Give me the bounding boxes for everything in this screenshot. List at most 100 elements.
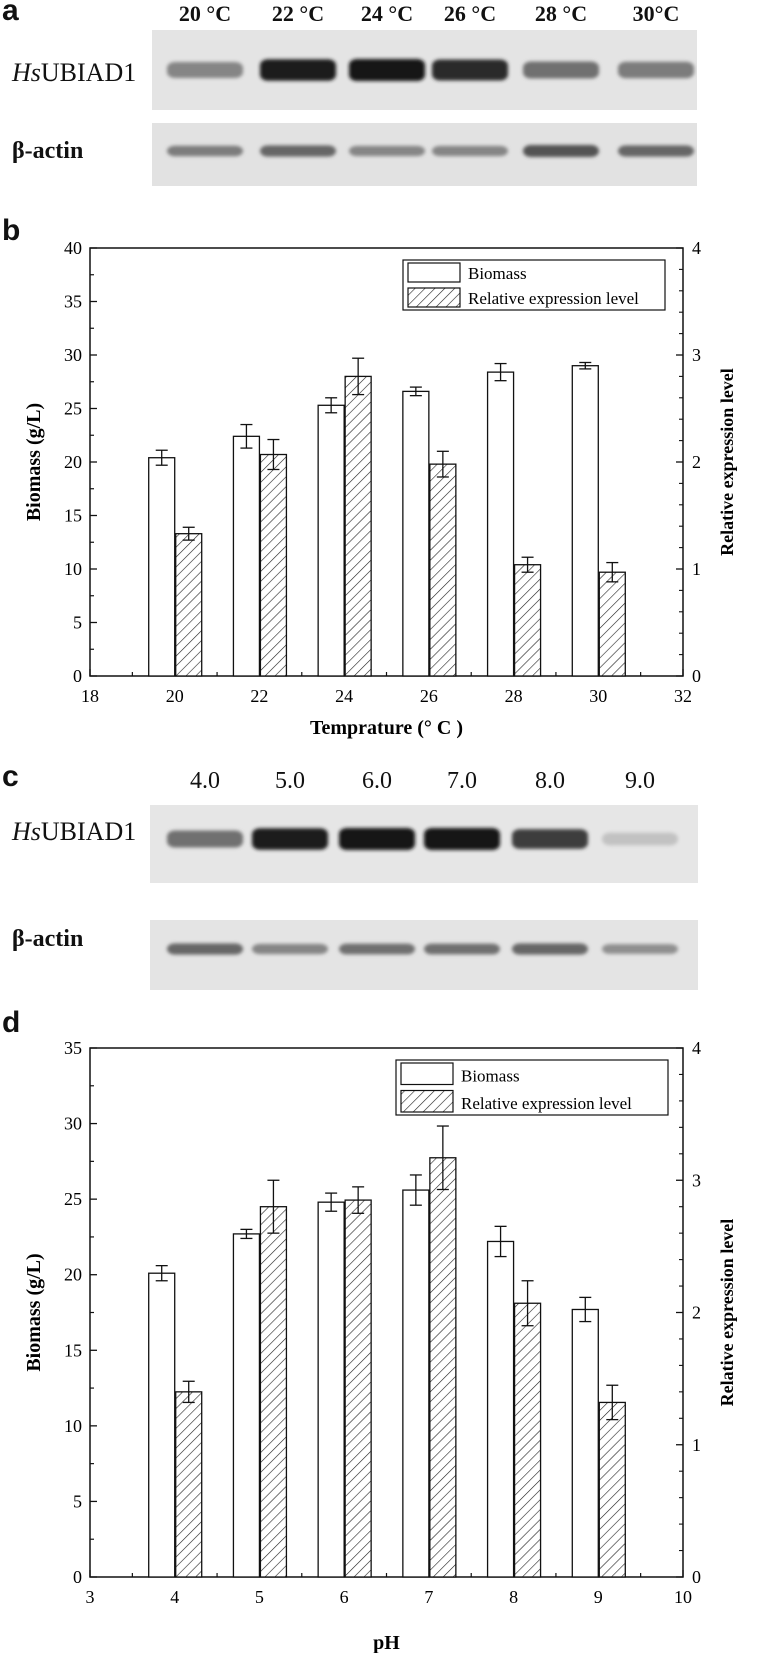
y2-tick-label: 2	[692, 1303, 701, 1323]
bar-expression	[429, 463, 457, 677]
bar-expression	[175, 533, 203, 677]
panel-c-actin-band	[252, 943, 328, 955]
bar-biomass	[317, 404, 345, 677]
y2-tick-label: 4	[692, 238, 701, 258]
x-tick-label: 24	[335, 686, 353, 706]
panel-c-lane-label: 4.0	[190, 768, 220, 794]
panel-c-hsubiad1-band	[512, 829, 588, 849]
panel-a: a 20 °C 22 °C 24 °C 26 °C 28 °C 30°C HsUBIAD1…	[0, 0, 779, 200]
bar-biomass	[571, 365, 599, 677]
bar-expression	[513, 1302, 542, 1578]
bar-biomass	[402, 390, 430, 677]
panel-a-hsubiad1-band	[167, 62, 243, 78]
chart-b: 18 20 22 24 26 28 30 32051015202530354001234Tem…	[23, 238, 737, 739]
panel-a-actin-band	[349, 145, 425, 157]
x-tick-label: 22	[250, 686, 268, 706]
panel-c-actin-band	[167, 943, 243, 955]
panel-a-row2-label: β-actin	[12, 138, 84, 164]
bar-biomass	[571, 1308, 599, 1578]
y2-tick-label: 3	[692, 345, 701, 365]
x-tick-label: 18	[81, 686, 99, 706]
y-tick-label: 35	[64, 1038, 82, 1058]
panel-a-lane-label: 30°C	[632, 1, 680, 26]
y2-tick-label: 2	[692, 452, 701, 472]
panel-d-letter: d	[2, 1006, 21, 1039]
y2-tick-label: 0	[692, 1567, 701, 1587]
y2-axis-label: Relative expression level	[717, 368, 737, 556]
panel-c-blot-actin	[150, 920, 698, 990]
errorbar-biomass	[409, 386, 422, 397]
bar-expression	[513, 564, 542, 677]
errorbar-expression	[182, 1380, 195, 1404]
panel-c-hsubiad1-band	[602, 832, 678, 846]
panel-a-actin-band	[432, 145, 508, 157]
panel-c-row1-label-italic: Hs	[12, 817, 41, 846]
panel-c-actin-band	[602, 944, 678, 954]
x-tick-label: 26	[420, 686, 438, 706]
panel-c-lane-label: 8.0	[535, 768, 565, 794]
panel-a-hsubiad1-band	[523, 61, 599, 79]
errorbar-biomass	[240, 1228, 253, 1240]
panel-a-hsubiad1-band	[432, 59, 508, 81]
y-tick-label: 0	[73, 1567, 82, 1587]
bar-expression	[259, 453, 288, 677]
panel-a-actin-band	[618, 145, 694, 157]
panel-c-row2-label: β-actin	[12, 926, 84, 952]
errorbar-expression	[182, 526, 195, 541]
panel-a-letter: a	[2, 0, 19, 27]
panel-a-lane-label: 20 °C	[178, 1, 232, 26]
panel-a-actin-band	[167, 145, 243, 157]
x-tick-label: 28	[505, 686, 523, 706]
panel-c-hsubiad1-band	[167, 830, 243, 848]
panel-a-blot-hsubiad1	[152, 30, 697, 110]
y2-tick-label: 0	[692, 666, 701, 686]
bar-biomass	[317, 1201, 345, 1578]
bar-biomass	[232, 1233, 261, 1578]
y-tick-label: 25	[64, 399, 82, 419]
y-tick-label: 0	[73, 666, 82, 686]
panel-a-lane-label: 22 °C	[271, 1, 325, 26]
panel-c-lane-label: 9.0	[625, 768, 655, 794]
panel-c-lane-label: 7.0	[447, 768, 477, 794]
panel-c-lane-label: 5.0	[275, 768, 305, 794]
y-tick-label: 5	[73, 613, 82, 633]
errorbar-expression	[606, 561, 619, 583]
x-axis-label: pH	[373, 1632, 400, 1653]
y-tick-label: 20	[64, 1265, 82, 1285]
bar-expression	[175, 1391, 203, 1578]
bar-biomass	[486, 1240, 515, 1578]
panel-b-letter: b	[2, 214, 21, 247]
errorbar-expression	[436, 450, 449, 478]
panel-c: c 4.0 5.0 6.0 7.0 8.0 9.0 HsUBIAD1 β-actin	[0, 760, 779, 990]
panel-c-hsubiad1-band	[339, 828, 415, 850]
x-tick-label: 7	[424, 1587, 433, 1607]
x-tick-label: 5	[255, 1587, 264, 1607]
bar-expression	[344, 375, 372, 677]
errorbar-biomass	[579, 361, 592, 370]
panel-c-lane-label: 6.0	[362, 768, 392, 794]
errorbar-biomass	[409, 1174, 422, 1206]
panel-a-blot-actin	[152, 123, 697, 186]
errorbar-biomass	[325, 397, 338, 414]
legend-label-biomass: Biomass	[461, 1067, 520, 1086]
y-tick-label: 30	[64, 345, 82, 365]
errorbar-expression	[352, 357, 365, 396]
y2-tick-label: 4	[692, 1038, 701, 1058]
panel-a-actin-band	[260, 145, 336, 157]
panel-a-row1-label-rest: UBIAD1	[40, 58, 137, 87]
panel-a-hsubiad1-band	[260, 59, 336, 81]
y2-axis-label: Relative expression level	[717, 1219, 737, 1407]
panel-c-hsubiad1-band	[424, 828, 500, 850]
y-tick-label: 35	[64, 292, 82, 312]
y-tick-label: 15	[64, 506, 82, 526]
errorbar-expression	[267, 438, 280, 471]
panel-c-hsubiad1-band	[252, 828, 328, 850]
x-tick-label: 20	[166, 686, 184, 706]
y2-tick-label: 1	[692, 559, 701, 579]
y-tick-label: 20	[64, 452, 82, 472]
y-tick-label: 40	[64, 238, 82, 258]
x-tick-label: 6	[340, 1587, 349, 1607]
legend-swatch-expression	[407, 287, 461, 308]
legend-label-expression: Relative expression level	[468, 289, 639, 308]
y-tick-label: 10	[64, 1416, 82, 1436]
